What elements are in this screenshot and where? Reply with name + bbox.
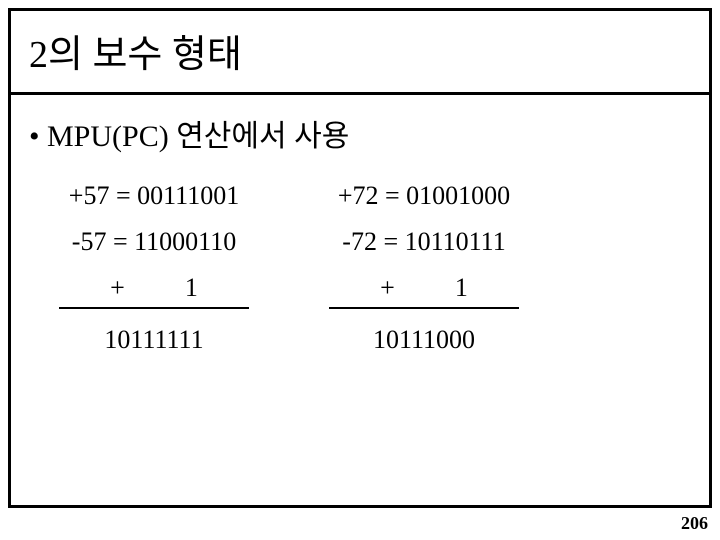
bullet-line: • MPU(PC) 연산에서 사용 bbox=[29, 111, 691, 155]
content-area: • MPU(PC) 연산에서 사용 +57 = 00111001 -57 = 1… bbox=[11, 95, 709, 379]
left-row1: +57 = 00111001 bbox=[69, 181, 239, 211]
slide-title: 2의 보수 형태 bbox=[29, 23, 691, 78]
right-result: 10111000 bbox=[373, 325, 475, 355]
left-plus: + bbox=[110, 273, 125, 303]
page-number: 206 bbox=[681, 513, 708, 534]
left-result: 10111111 bbox=[104, 325, 203, 355]
left-plus-line: + 1 bbox=[64, 273, 244, 303]
right-underline bbox=[329, 307, 519, 309]
right-plus: + bbox=[380, 273, 395, 303]
columns: +57 = 00111001 -57 = 11000110 + 1 101111… bbox=[29, 173, 691, 363]
title-box: 2의 보수 형태 bbox=[11, 11, 709, 95]
slide-frame: 2의 보수 형태 • MPU(PC) 연산에서 사용 +57 = 0011100… bbox=[8, 8, 712, 508]
left-underline bbox=[59, 307, 249, 309]
right-row1: +72 = 01001000 bbox=[338, 181, 510, 211]
right-column: +72 = 01001000 -72 = 10110111 + 1 101110… bbox=[329, 173, 519, 363]
left-column: +57 = 00111001 -57 = 11000110 + 1 101111… bbox=[59, 173, 249, 363]
right-row2: -72 = 10110111 bbox=[342, 227, 505, 257]
right-one: 1 bbox=[455, 273, 468, 303]
right-plus-line: + 1 bbox=[334, 273, 514, 303]
left-row2: -57 = 11000110 bbox=[72, 227, 236, 257]
left-one: 1 bbox=[185, 273, 198, 303]
